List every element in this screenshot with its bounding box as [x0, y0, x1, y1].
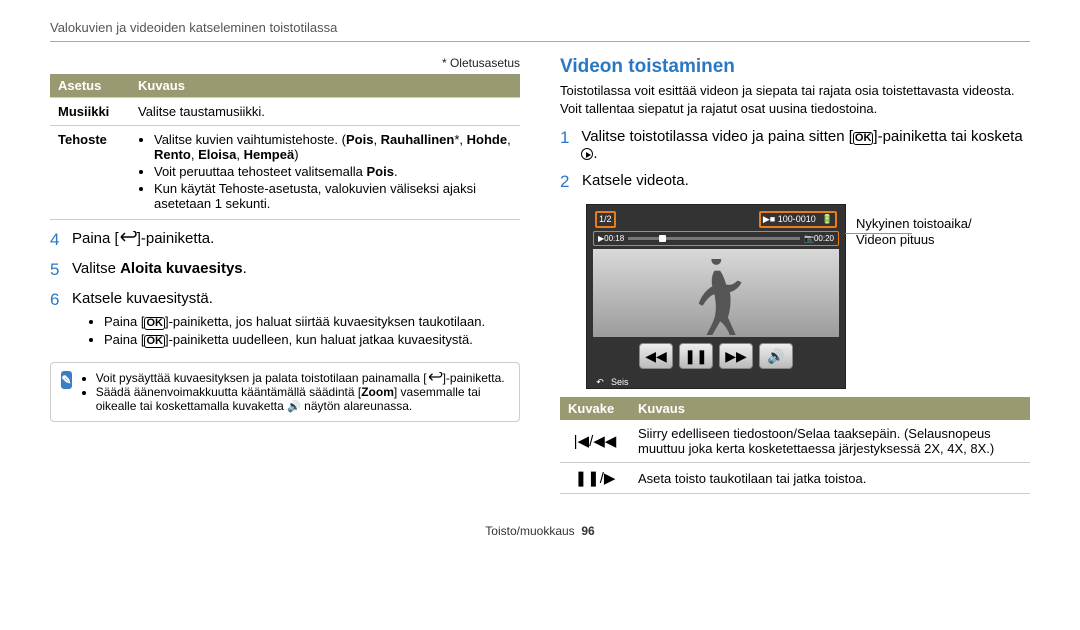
controls-table: Kuvake Kuvaus |◀/◀◀ Siirry edelliseen ti… [560, 397, 1030, 494]
time-current: 00:18 [604, 234, 624, 243]
video-frame [593, 249, 839, 337]
time-callout: Nykyinen toistoaika/ Videon pituus [856, 216, 972, 389]
breadcrumb: Valokuvien ja videoiden katseleminen toi… [50, 20, 1030, 42]
row-tehoste-desc: Valitse kuvien vaihtumistehoste. (Pois, … [130, 126, 520, 220]
note-icon: ✎ [61, 371, 72, 389]
table-row: Musiikki Valitse taustamusiikki. [50, 98, 520, 126]
callout-line [845, 233, 912, 234]
row-musiikki-label: Musiikki [50, 98, 130, 126]
col-kuvake: Kuvake [560, 397, 630, 420]
rewind-button[interactable]: ◀◀ [639, 343, 673, 369]
info-note: ✎ Voit pysäyttää kuvaesityksen ja palata… [50, 362, 520, 422]
video-mode-icon: ▶■ 100-0010 [763, 214, 816, 225]
section-title: Videon toistaminen [560, 56, 1030, 78]
volume-button[interactable]: 🔊 [759, 343, 793, 369]
video-player-mock: 1/2 ▶■ 100-0010 🔋 ▶ 00:18 📷 00:20 [586, 204, 846, 389]
prev-rewind-desc: Siirry edelliseen tiedostoon/Selaa taaks… [630, 420, 1030, 463]
default-label: * Oletusasetus [50, 56, 520, 70]
speaker-icon [287, 399, 301, 413]
col-kuvaus: Kuvaus [130, 74, 520, 98]
left-column: * Oletusasetus Asetus Kuvaus Musiikki Va… [50, 56, 520, 494]
ok-icon: OK [144, 335, 165, 348]
back-arrow-icon [427, 372, 443, 382]
step-6-sublist: Paina [OK]-painiketta, jos haluat siirtä… [50, 314, 520, 348]
step-6: 6 Katsele kuvaesitystä. [50, 290, 520, 310]
play-circle-icon [581, 148, 593, 160]
table-row: Tehoste Valitse kuvien vaihtumistehoste.… [50, 126, 520, 220]
player-controls: ◀◀ ❚❚ ▶▶ 🔊 [593, 343, 839, 369]
camera-icon: 📷 [804, 234, 814, 243]
footer-section: Toisto/muokkaus [485, 524, 574, 538]
progress-bar[interactable] [628, 237, 800, 240]
return-icon: ↶ [593, 377, 607, 387]
step-4: 4 Paina []-painiketta. [50, 230, 520, 250]
page-number: 96 [581, 524, 594, 538]
right-column: Videon toistaminen Toistotilassa voit es… [560, 56, 1030, 494]
step-5: 5 Valitse Aloita kuvaesitys. [50, 260, 520, 280]
back-arrow-icon [119, 231, 137, 243]
row-tehoste-label: Tehoste [50, 126, 130, 220]
col-kuvaus2: Kuvaus [630, 397, 1030, 420]
ok-icon: OK [144, 317, 165, 330]
intro-paragraph: Toistotilassa voit esittää videon ja sie… [560, 82, 1030, 118]
settings-table: Asetus Kuvaus Musiikki Valitse taustamus… [50, 74, 520, 220]
dancer-silhouette-icon [687, 259, 746, 337]
forward-button[interactable]: ▶▶ [719, 343, 753, 369]
pause-play-desc: Aseta toisto taukotilaan tai jatka toist… [630, 463, 1030, 494]
table-row: ❚❚/▶ Aseta toisto taukotilaan tai jatka … [560, 463, 1030, 494]
page-footer: Toisto/muokkaus 96 [50, 524, 1030, 538]
table-row: |◀/◀◀ Siirry edelliseen tiedostoon/Selaa… [560, 420, 1030, 463]
progress-row: ▶ 00:18 📷 00:20 [593, 231, 839, 246]
pause-button[interactable]: ❚❚ [679, 343, 713, 369]
col-asetus: Asetus [50, 74, 130, 98]
time-total: 00:20 [814, 234, 834, 243]
pause-play-icon: ❚❚/▶ [560, 463, 630, 494]
ok-icon: OK [853, 132, 874, 145]
row-musiikki-desc: Valitse taustamusiikki. [130, 98, 520, 126]
counter: 1/2 [595, 211, 616, 228]
seis-label: Seis [611, 377, 629, 387]
battery-icon: 🔋 [822, 214, 833, 225]
step-2: 2 Katsele videota. [560, 172, 1030, 192]
prev-rewind-icon: |◀/◀◀ [560, 420, 630, 463]
breadcrumb-text: Valokuvien ja videoiden katseleminen toi… [50, 20, 337, 35]
step-1: 1 Valitse toistotilassa video ja paina s… [560, 128, 1030, 162]
